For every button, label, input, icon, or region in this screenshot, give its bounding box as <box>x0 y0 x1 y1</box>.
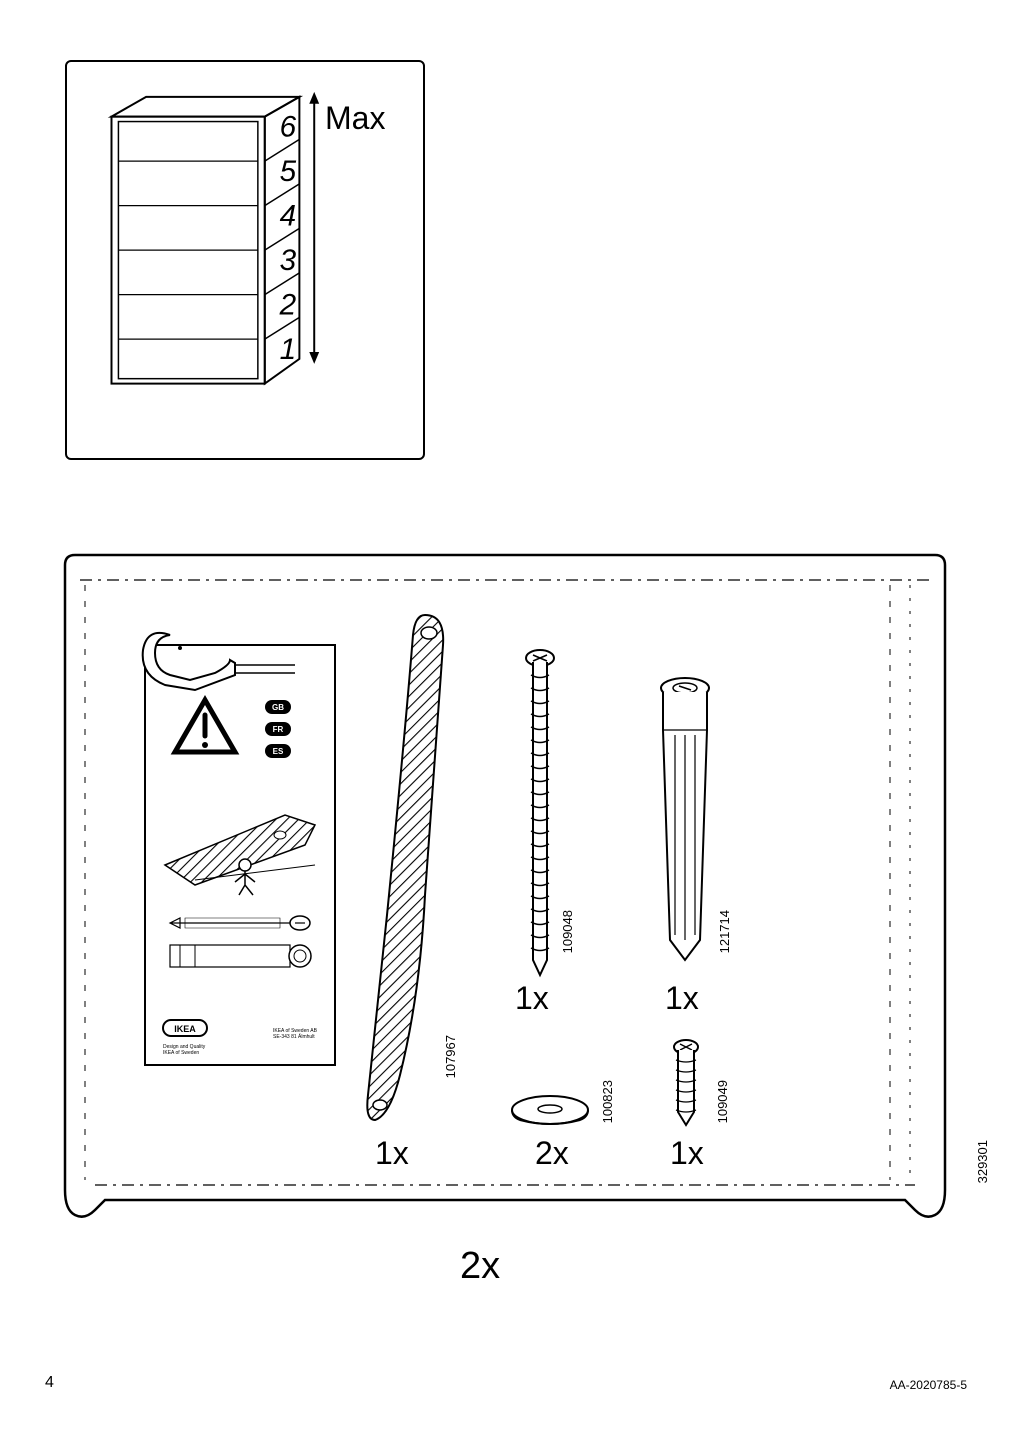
doc-code: AA-2020785-5 <box>890 1378 967 1392</box>
code-121714: 121714 <box>717 910 732 953</box>
part-121714 <box>661 678 709 960</box>
svg-text:FR: FR <box>273 725 284 734</box>
shelf-num-2: 2 <box>279 288 297 321</box>
svg-text:IKEA: IKEA <box>174 1024 196 1034</box>
shelf-num-3: 3 <box>280 244 297 277</box>
code-100823: 100823 <box>600 1080 615 1123</box>
qty-109049: 1x <box>670 1135 704 1172</box>
shelf-num-4: 4 <box>280 199 297 232</box>
part-109048 <box>526 650 554 975</box>
qty-107967: 1x <box>375 1135 409 1172</box>
svg-text:GB: GB <box>272 703 284 712</box>
shelf-num-6: 6 <box>280 110 297 143</box>
hardware-bag-svg: GB FR ES <box>55 540 955 1230</box>
page-number: 4 <box>45 1374 54 1392</box>
code-107967: 107967 <box>443 1035 458 1078</box>
shelf-num-5: 5 <box>280 155 297 188</box>
qty-121714: 1x <box>665 980 699 1017</box>
instruction-booklet: GB FR ES <box>143 633 335 1065</box>
code-109049: 109049 <box>715 1080 730 1123</box>
svg-text:ES: ES <box>273 747 284 756</box>
instruction-page: 6 5 4 3 2 1 Max <box>0 0 1012 1432</box>
hardware-bag-panel: GB FR ES <box>55 540 955 1230</box>
qty-100823: 2x <box>535 1135 569 1172</box>
svg-text:SE-343 81 Älmhult: SE-343 81 Älmhult <box>273 1033 315 1040</box>
bag-code: 329301 <box>975 1140 990 1183</box>
part-109049 <box>674 1040 698 1125</box>
part-107967 <box>367 615 443 1120</box>
qty-109048: 1x <box>515 980 549 1017</box>
svg-text:IKEA of Sweden: IKEA of Sweden <box>163 1050 199 1056</box>
max-label: Max <box>325 100 385 137</box>
part-100823 <box>512 1096 588 1124</box>
bag-outer-qty: 2x <box>460 1245 500 1288</box>
code-109048: 109048 <box>560 910 575 953</box>
shelf-num-1: 1 <box>280 333 297 366</box>
